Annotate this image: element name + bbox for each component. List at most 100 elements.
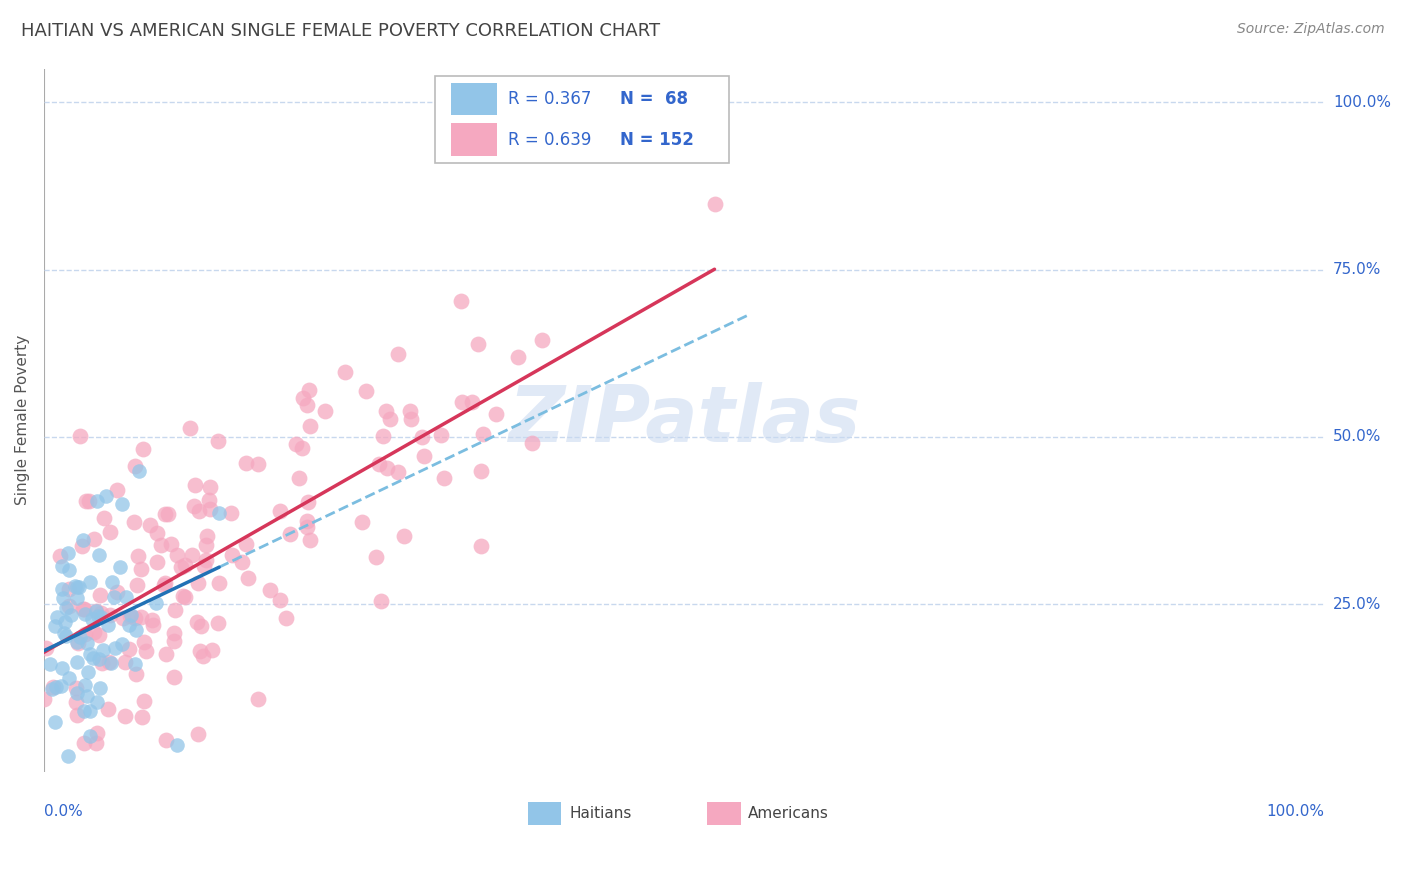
Point [269, 593, 291, 607]
Point [72, 533, 94, 547]
Point [163, 634, 186, 648]
Point [190, 619, 212, 633]
Point [55, 601, 77, 615]
Point [135, 643, 157, 657]
Point [72, 705, 94, 719]
Point [65, 681, 87, 696]
Point [67, 580, 90, 594]
Point [84, 736, 107, 750]
Point [112, 611, 135, 625]
Point [87, 609, 110, 624]
Point [105, 483, 128, 497]
Point [295, 514, 318, 528]
Point [152, 577, 174, 591]
FancyBboxPatch shape [434, 76, 730, 163]
Point [165, 603, 187, 617]
Point [298, 419, 321, 434]
Point [433, 470, 456, 484]
Point [82, 650, 104, 665]
Point [87, 548, 110, 562]
Point [45, 681, 67, 695]
Point [193, 558, 215, 573]
Point [703, 196, 725, 211]
Point [368, 457, 391, 471]
Point [269, 503, 291, 517]
Point [195, 538, 218, 552]
Point [131, 710, 153, 724]
Point [399, 404, 422, 418]
Point [187, 727, 209, 741]
Point [150, 537, 173, 551]
Point [86, 726, 108, 740]
Point [73, 678, 96, 692]
Text: 100.0%: 100.0% [1333, 95, 1391, 110]
Point [84, 605, 107, 619]
Point [97, 656, 120, 670]
Point [450, 394, 472, 409]
Point [73, 736, 96, 750]
Point [38, 657, 60, 671]
Point [66, 591, 89, 605]
Point [139, 518, 162, 533]
Point [105, 585, 128, 599]
Point [128, 464, 150, 478]
Point [72, 602, 94, 616]
Point [195, 528, 218, 542]
Text: N =  68: N = 68 [620, 90, 689, 108]
Point [125, 624, 148, 638]
Point [146, 555, 169, 569]
Point [118, 641, 141, 656]
Point [392, 529, 415, 543]
Point [42, 680, 65, 694]
Point [411, 430, 433, 444]
Point [124, 657, 146, 671]
Point [174, 591, 197, 605]
Point [207, 434, 229, 449]
Point [66, 655, 89, 669]
Point [295, 398, 318, 412]
Text: R = 0.367: R = 0.367 [508, 90, 591, 108]
Point [115, 591, 138, 605]
Point [124, 459, 146, 474]
Point [180, 548, 202, 562]
Point [120, 608, 142, 623]
Point [387, 347, 409, 361]
Text: 50.0%: 50.0% [1333, 429, 1381, 444]
Point [86, 494, 108, 508]
Point [399, 412, 422, 426]
Point [80, 611, 103, 625]
Point [91, 656, 114, 670]
Text: 25.0%: 25.0% [1333, 597, 1381, 612]
Point [467, 336, 489, 351]
Point [98, 524, 121, 539]
Point [90, 610, 112, 624]
FancyBboxPatch shape [707, 802, 741, 825]
Point [63, 579, 86, 593]
Point [58, 582, 80, 596]
Point [371, 428, 394, 442]
Point [129, 562, 152, 576]
Point [172, 589, 194, 603]
Point [124, 667, 146, 681]
Point [166, 739, 188, 753]
Point [170, 559, 193, 574]
FancyBboxPatch shape [451, 123, 498, 156]
Point [155, 576, 177, 591]
Point [153, 507, 176, 521]
Text: Source: ZipAtlas.com: Source: ZipAtlas.com [1237, 22, 1385, 37]
Point [111, 637, 134, 651]
Point [235, 537, 257, 551]
Point [114, 655, 136, 669]
Point [531, 333, 554, 347]
Point [56, 749, 79, 764]
Point [100, 656, 122, 670]
Point [377, 460, 399, 475]
Point [86, 603, 108, 617]
Text: 100.0%: 100.0% [1267, 804, 1324, 819]
Point [58, 671, 80, 685]
Point [89, 652, 111, 666]
Point [111, 497, 134, 511]
Point [378, 412, 401, 426]
Point [461, 395, 484, 409]
Point [155, 732, 177, 747]
